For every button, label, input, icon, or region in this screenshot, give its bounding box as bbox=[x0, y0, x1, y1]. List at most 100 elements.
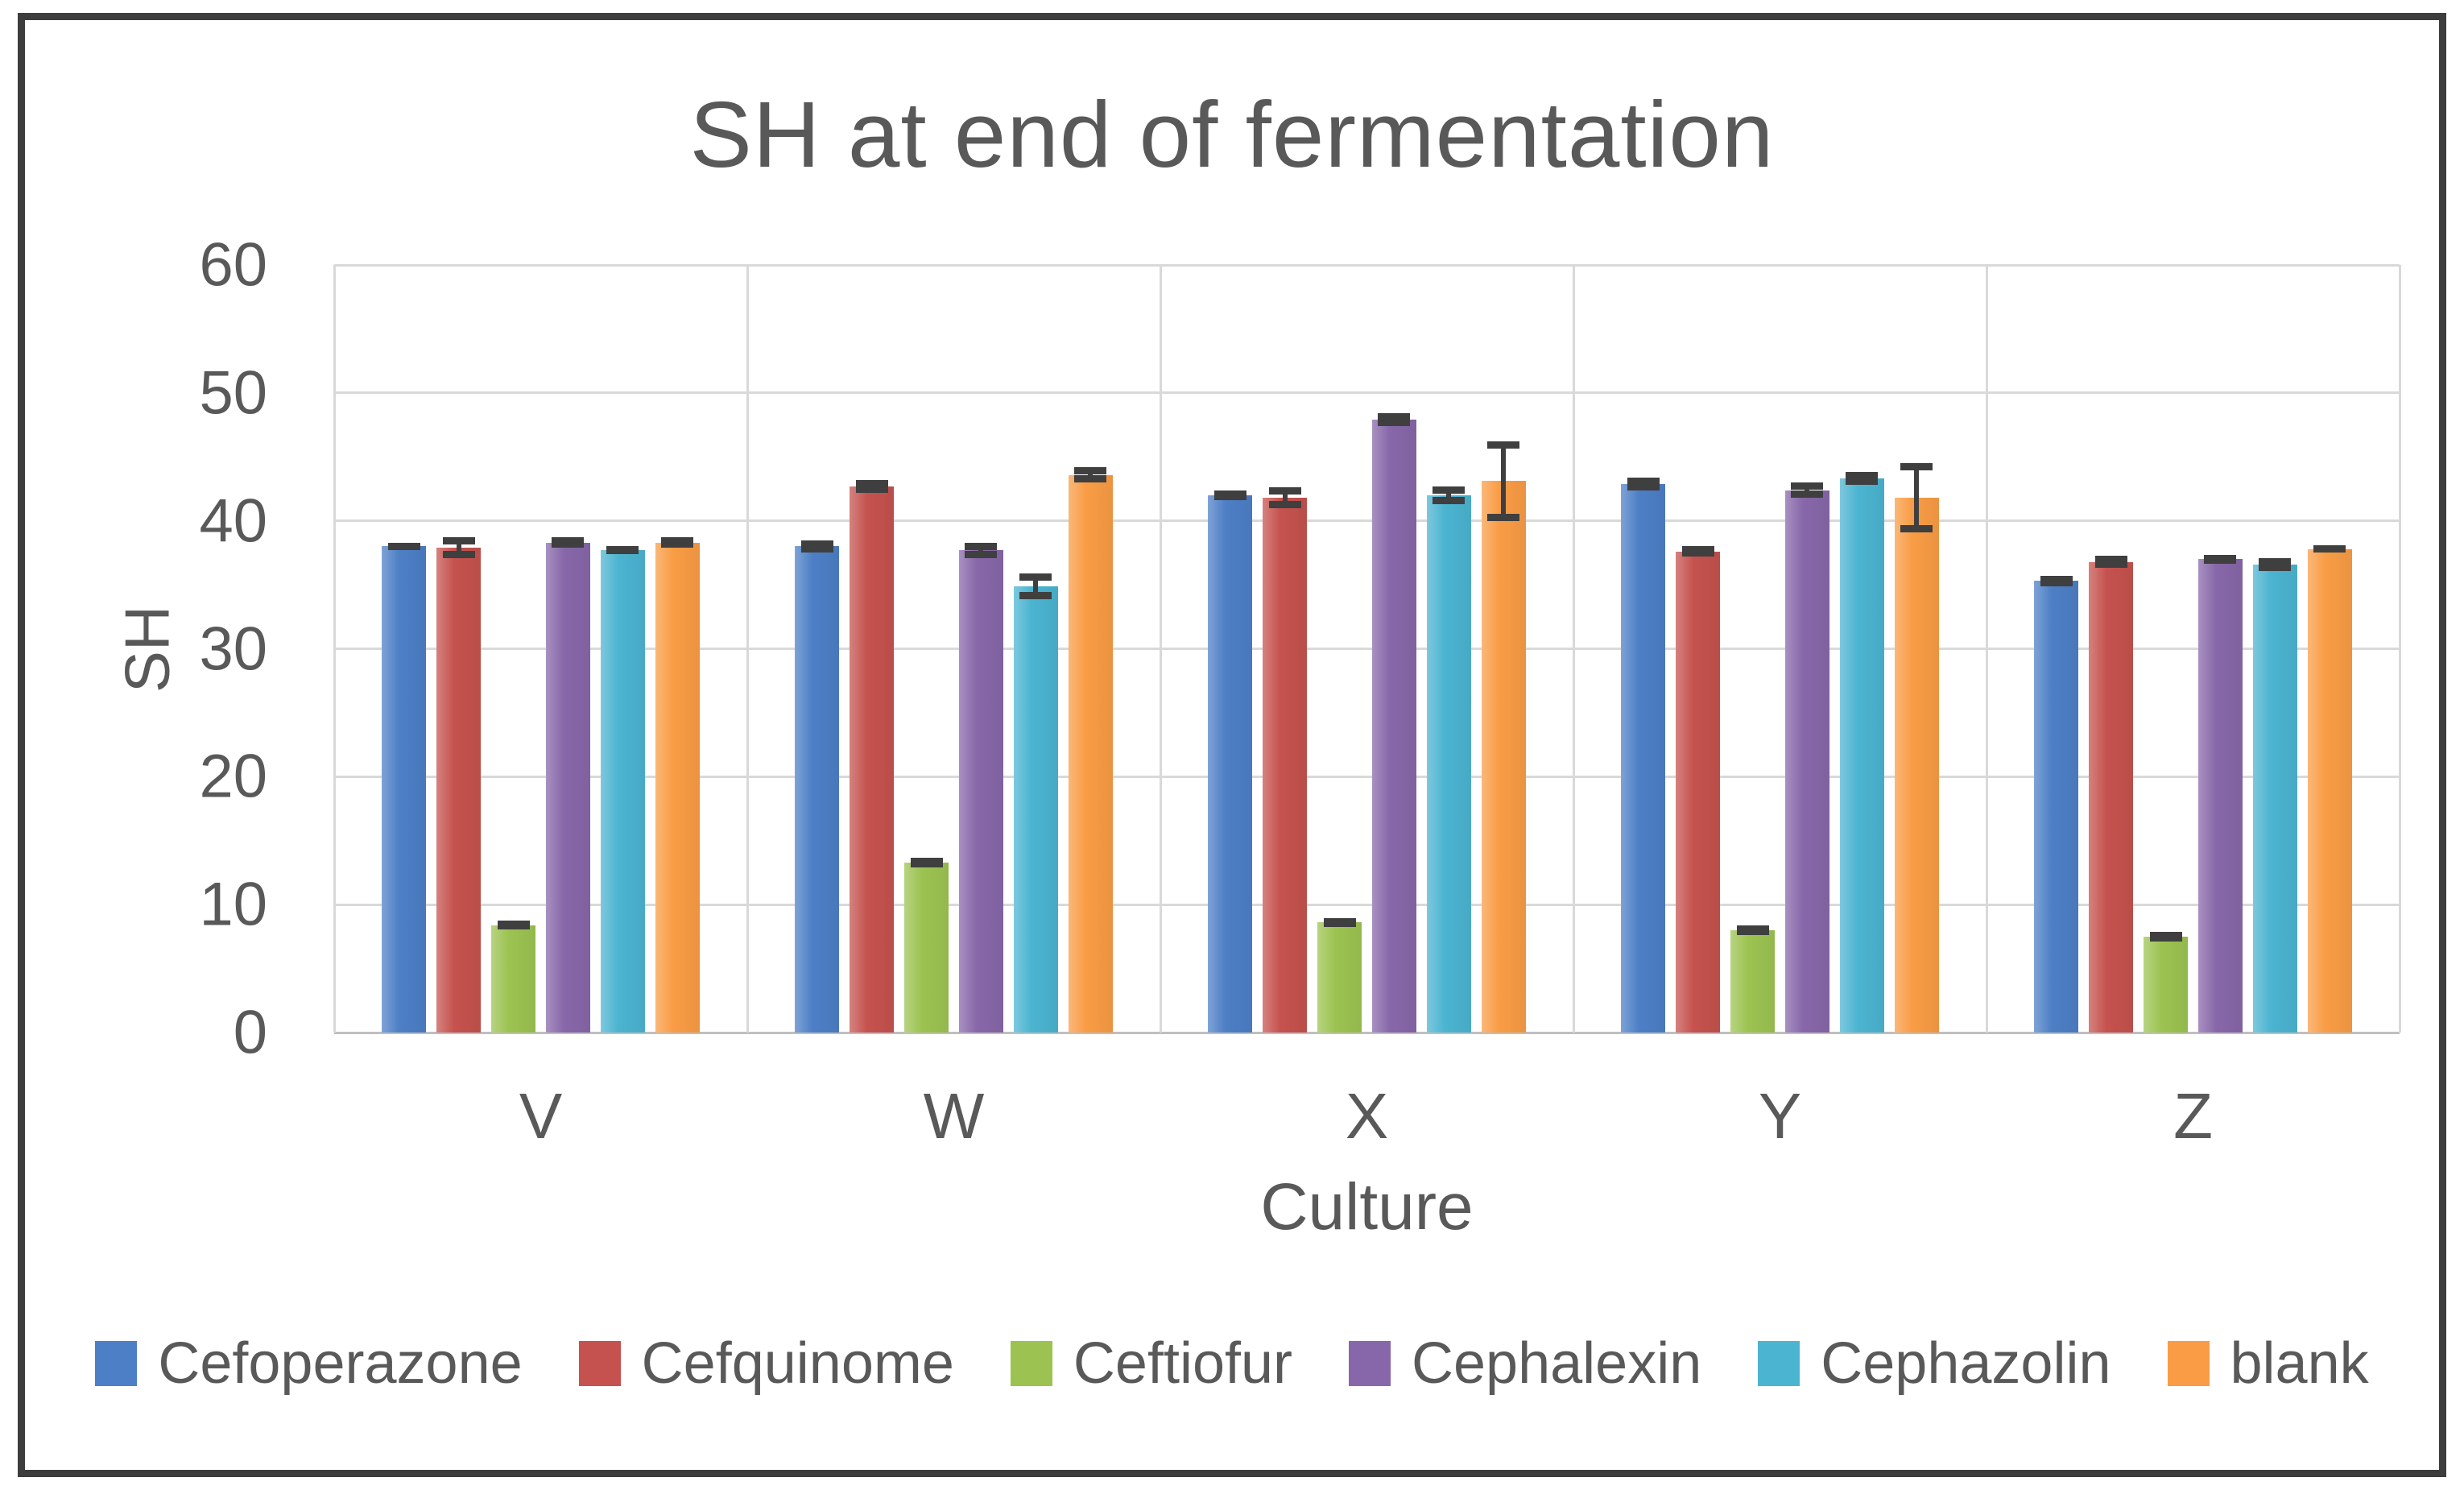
error-bar-cap-bottom bbox=[387, 543, 420, 551]
error-bar-blank-z bbox=[2313, 544, 2346, 553]
gridline-y-20 bbox=[334, 775, 2400, 778]
bar-cephazolin-y bbox=[1839, 478, 1884, 1033]
error-bar-cephalexin-x bbox=[1378, 413, 1411, 427]
error-bar-line bbox=[978, 542, 984, 558]
gridline-y-30 bbox=[334, 648, 2400, 650]
error-bar-cefoperazone-x bbox=[1213, 490, 1246, 501]
bar-cefquinome-z bbox=[2089, 561, 2134, 1033]
x-category-label-w: W bbox=[923, 1080, 985, 1152]
legend-label-cephalexin: Cephalexin bbox=[1412, 1331, 1702, 1396]
error-bar-cap-top bbox=[1487, 441, 1520, 449]
error-bar-cap-bottom bbox=[1846, 478, 1879, 486]
error-bar-line bbox=[1446, 486, 1452, 505]
error-bar-cefquinome-w bbox=[855, 479, 888, 493]
error-bar-cefquinome-v bbox=[442, 537, 475, 558]
bar-cephalexin-w bbox=[958, 550, 1003, 1033]
bar-cefquinome-v bbox=[436, 548, 482, 1033]
bar-cephazolin-v bbox=[600, 550, 645, 1033]
error-bar-cap-bottom bbox=[552, 540, 585, 548]
gridline-y-0 bbox=[334, 1031, 2400, 1034]
error-bar-cap-top bbox=[800, 540, 833, 548]
bar-cephalexin-z bbox=[2197, 559, 2243, 1033]
error-bar-cap-bottom bbox=[2149, 932, 2182, 940]
error-bar-cap-bottom bbox=[1074, 475, 1107, 483]
y-tick-label-40: 40 bbox=[199, 486, 267, 556]
x-axis-category-labels: V W X Y Z bbox=[334, 1079, 2400, 1152]
gridline-x-2 bbox=[1159, 265, 1162, 1033]
error-bar-cap-bottom bbox=[661, 540, 694, 548]
legend-marker-cephalexin bbox=[1349, 1341, 1391, 1386]
error-bar-cap-bottom bbox=[1627, 482, 1660, 490]
error-bar-cap-bottom bbox=[1323, 917, 1356, 925]
error-bar-cap-top bbox=[1433, 486, 1466, 494]
legend-item-blank: blank bbox=[2167, 1331, 2369, 1397]
error-bar-cap-top bbox=[2094, 555, 2127, 563]
legend-label-cephazolin: Cephazolin bbox=[1821, 1331, 2111, 1396]
error-bar-cap-bottom bbox=[2040, 578, 2073, 586]
error-bar-cap-bottom bbox=[2204, 554, 2237, 562]
y-tick-label-20: 20 bbox=[199, 742, 267, 811]
bar-cefquinome-w bbox=[850, 486, 895, 1033]
bar-cefoperazone-v bbox=[382, 546, 427, 1033]
error-bar-line bbox=[1805, 482, 1810, 499]
error-bar-cephazolin-x bbox=[1433, 486, 1466, 505]
error-bar-cap-bottom bbox=[1900, 524, 1933, 532]
error-bar-cap-top bbox=[1846, 472, 1879, 480]
error-bar-ceftiofur-z bbox=[2149, 932, 2182, 942]
error-bar-line bbox=[1282, 487, 1288, 508]
chart-title: SH at end of fermentation bbox=[689, 82, 1775, 187]
error-bar-cap-bottom bbox=[606, 546, 639, 554]
error-bar-cap-bottom bbox=[442, 550, 475, 558]
error-bar-cap-bottom bbox=[1791, 490, 1824, 499]
bar-cefoperazone-x bbox=[1208, 495, 1253, 1033]
error-bar-cap-bottom bbox=[965, 550, 998, 558]
legend-marker-cefquinome bbox=[578, 1341, 621, 1386]
x-category-label-z: Z bbox=[2173, 1080, 2213, 1152]
error-bar-ceftiofur-w bbox=[910, 857, 943, 867]
error-bar-cephalexin-z bbox=[2204, 554, 2237, 565]
error-bar-ceftiofur-y bbox=[1736, 925, 1769, 935]
y-tick-label-50: 50 bbox=[199, 358, 267, 428]
error-bar-cephazolin-y bbox=[1846, 472, 1879, 486]
error-bar-cap-bottom bbox=[2259, 563, 2292, 571]
x-category-label-x: X bbox=[1345, 1080, 1389, 1152]
error-bar-cap-bottom bbox=[497, 920, 530, 928]
bar-ceftiofur-v bbox=[491, 925, 535, 1033]
bar-blank-x bbox=[1481, 481, 1526, 1033]
bar-blank-w bbox=[1068, 474, 1113, 1033]
error-bar-cap-top bbox=[1268, 487, 1301, 495]
error-bar-line bbox=[1914, 463, 1920, 532]
gridline-x-1 bbox=[746, 265, 749, 1033]
error-bar-cefquinome-x bbox=[1268, 487, 1301, 508]
x-category-label-y: Y bbox=[1758, 1080, 1802, 1152]
error-bar-cephazolin-w bbox=[1019, 573, 1052, 599]
error-bar-cap-top bbox=[855, 479, 888, 487]
error-bar-cap-top bbox=[1074, 466, 1107, 474]
gridline-x-5 bbox=[2398, 265, 2401, 1033]
bar-cephazolin-x bbox=[1426, 495, 1471, 1033]
error-bar-cap-top bbox=[1900, 463, 1933, 471]
error-bar-ceftiofur-x bbox=[1323, 917, 1356, 928]
bar-ceftiofur-z bbox=[2144, 936, 2188, 1033]
bar-blank-z bbox=[2307, 548, 2352, 1033]
bar-cephalexin-v bbox=[545, 542, 590, 1033]
error-bar-cefquinome-z bbox=[2094, 555, 2127, 569]
error-bar-cap-bottom bbox=[910, 857, 943, 865]
y-axis-tick-labels: 0 10 20 30 40 50 60 bbox=[0, 231, 267, 1067]
gridline-y-10 bbox=[334, 903, 2400, 906]
legend-label-cefoperazone: Cefoperazone bbox=[158, 1331, 523, 1396]
error-bar-cap-bottom bbox=[855, 485, 888, 493]
legend-marker-cefoperazone bbox=[95, 1341, 138, 1386]
bar-cephalexin-y bbox=[1784, 490, 1829, 1033]
error-bar-cap-bottom bbox=[1681, 549, 1714, 557]
bar-cephazolin-w bbox=[1013, 586, 1058, 1033]
error-bar-cap-bottom bbox=[800, 545, 833, 553]
error-bar-cap-bottom bbox=[1019, 591, 1052, 599]
error-bar-line bbox=[1033, 573, 1039, 599]
bar-ceftiofur-x bbox=[1317, 922, 1362, 1033]
y-tick-label-10: 10 bbox=[199, 870, 267, 939]
error-bar-cephazolin-v bbox=[606, 546, 639, 554]
error-bar-cap-top bbox=[1627, 477, 1660, 485]
error-bar-line bbox=[1501, 441, 1507, 521]
